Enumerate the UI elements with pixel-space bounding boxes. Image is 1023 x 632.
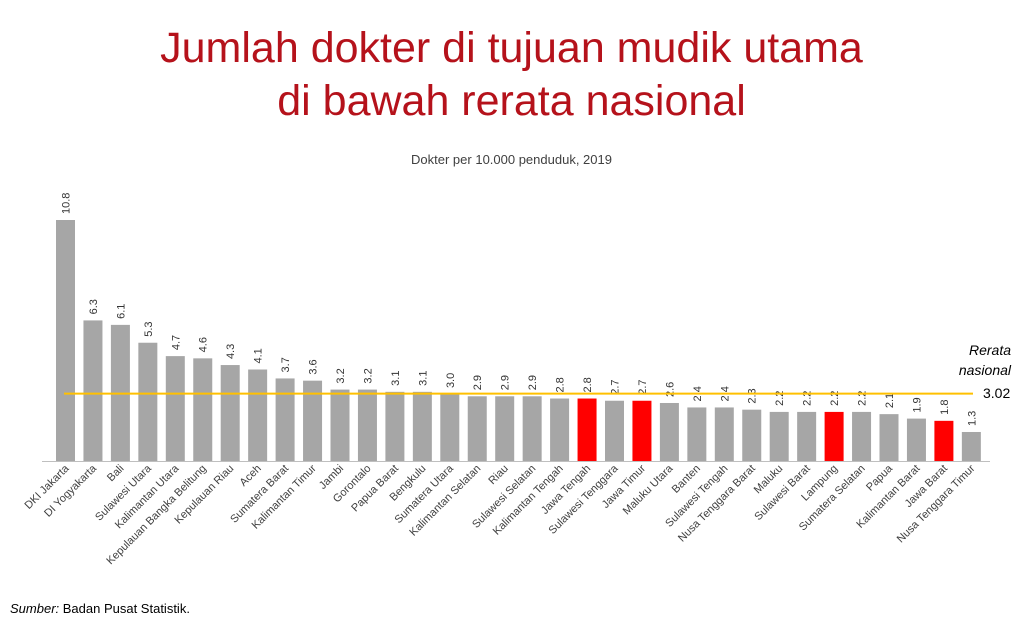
bar [852, 411, 872, 461]
bar-value-label: 10.8 [61, 193, 73, 214]
bar-value-label: 4.6 [198, 337, 210, 352]
bar [605, 400, 624, 461]
chart-title-line-1: Jumlah dokter di tujuan mudik utama [160, 24, 863, 72]
bar-value-label: 2.3 [747, 388, 759, 403]
bar-value-label: 3.2 [362, 368, 374, 383]
bar [83, 320, 103, 461]
bar [961, 431, 981, 461]
chart-subtitle: Dokter per 10.000 penduduk, 2019 [411, 152, 612, 167]
category-label: Riau [486, 463, 510, 487]
bar [193, 358, 213, 461]
bar [385, 391, 405, 461]
bar [495, 396, 515, 461]
reference-line-label-2: nasional [958, 362, 1011, 378]
reference-line-label: Rerata nasional [959, 340, 1011, 380]
bar-value-label: 2.8 [582, 377, 594, 392]
source-label: Sumber: [10, 601, 60, 616]
bar [248, 369, 268, 461]
bar [522, 396, 542, 461]
bar-value-label: 2.7 [637, 379, 649, 394]
bar [440, 394, 460, 461]
bar-value-label: 2.7 [610, 379, 622, 394]
bar [879, 414, 899, 461]
bar-value-label: 6.1 [115, 304, 127, 319]
bar-value-label: 3.1 [390, 371, 402, 386]
bar-value-label: 4.7 [170, 335, 182, 350]
bar-value-label: 3.7 [280, 357, 292, 372]
bar [769, 411, 789, 461]
source-note: Sumber: Badan Pusat Statistik. [10, 601, 190, 616]
bar-value-label: 1.9 [911, 397, 923, 412]
bar [550, 398, 570, 461]
bar [138, 342, 158, 461]
bar [330, 389, 350, 461]
bar [303, 380, 323, 461]
bar-value-label: 5.3 [143, 321, 155, 336]
bar-value-label: 3.2 [335, 368, 347, 383]
bar-value-label: 2.9 [500, 375, 512, 390]
chart-title-line-2: di bawah rerata nasional [277, 77, 746, 125]
bar-value-label: 1.3 [966, 411, 978, 426]
bar [357, 389, 377, 461]
bar [577, 398, 597, 461]
bar-value-label: 3.6 [308, 359, 320, 374]
bar-value-label: 4.1 [253, 348, 265, 363]
bar [632, 400, 652, 461]
bar [165, 356, 185, 461]
reference-line-value: 3.02 [983, 385, 1011, 401]
bar-value-label: 2.8 [555, 377, 567, 392]
bar-value-label: 3.1 [417, 371, 429, 386]
bar-value-label: 2.9 [472, 375, 484, 390]
bar-value-label: 4.3 [225, 344, 237, 359]
bar [742, 409, 762, 461]
bar-value-label: 1.8 [939, 400, 951, 415]
bar [906, 418, 926, 461]
bar [220, 365, 240, 461]
bar [467, 396, 487, 461]
bar [797, 411, 817, 461]
source-text: Badan Pusat Statistik. [59, 601, 190, 616]
bar [659, 402, 679, 461]
bar [934, 420, 954, 461]
chart-title: Jumlah dokter di tujuan mudik utama di b… [0, 22, 1023, 128]
bar-value-label: 2.9 [527, 375, 539, 390]
bar [412, 391, 432, 461]
bar [56, 220, 75, 461]
bar-value-label: 6.3 [88, 299, 100, 314]
bar-value-label: 2.1 [884, 393, 896, 408]
category-label: Bali [105, 463, 126, 484]
reference-line-label-1: Rerata [968, 342, 1011, 358]
bar [687, 407, 707, 461]
bar [275, 378, 295, 461]
bar [714, 407, 734, 461]
bar-value-label: 3.0 [445, 373, 457, 388]
bar [824, 411, 844, 461]
bar-value-label: 2.6 [664, 382, 676, 397]
